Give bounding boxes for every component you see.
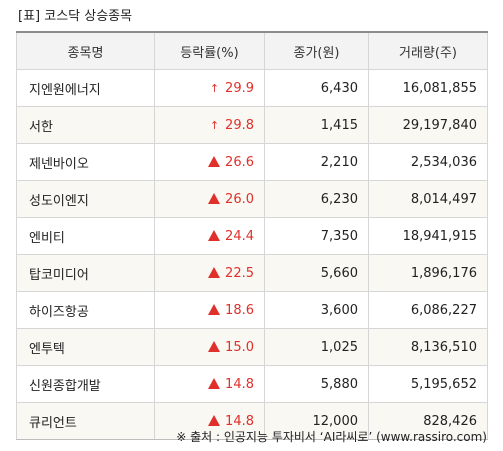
- table-row: 하이즈항공 18.6 3,600 6,086,227: [16, 291, 488, 329]
- stock-name: 엔비티: [16, 217, 155, 255]
- volume: 16,081,855: [368, 69, 488, 107]
- change-rate-cell: 26.6: [154, 143, 265, 181]
- triangle-up-icon: [208, 414, 221, 426]
- triangle-up-icon: [208, 303, 221, 315]
- table-row: 엔비티 24.4 7,350 18,941,915: [16, 217, 488, 255]
- triangle-up-icon: [208, 266, 221, 278]
- close-price: 6,230: [264, 180, 369, 218]
- change-rate-cell: 15.0: [154, 328, 265, 366]
- close-price: 12,000: [264, 402, 369, 440]
- close-price: 5,660: [264, 254, 369, 292]
- triangle-up-icon: [208, 377, 221, 389]
- stock-name: 탑코미디어: [16, 254, 155, 292]
- table-row: 지엔원에너지 ↑ 29.9 6,430 16,081,855: [16, 69, 488, 107]
- table-row: 큐리언트 14.8 12,000 828,426: [16, 402, 488, 440]
- change-rate-value: 26.0: [225, 191, 254, 207]
- arrow-up-icon: ↑: [209, 118, 220, 132]
- table-body: 지엔원에너지 ↑ 29.9 6,430 16,081,855 서한 ↑ 29.8 1,415 29…: [16, 69, 488, 440]
- change-rate-value: 26.6: [225, 154, 254, 170]
- header-change-rate: 등락률(%): [154, 31, 265, 70]
- change-rate-value: 29.9: [225, 80, 254, 96]
- change-rate-cell: 24.4: [154, 217, 265, 255]
- header-volume: 거래량(주): [368, 31, 488, 70]
- triangle-up-icon: [208, 192, 221, 204]
- close-price: 2,210: [264, 143, 369, 181]
- triangle-up-icon: [208, 229, 221, 241]
- change-rate-value: 18.6: [225, 302, 254, 318]
- volume: 2,534,036: [368, 143, 488, 181]
- arrow-up-icon: ↑: [209, 81, 220, 95]
- stock-name: 신원종합개발: [16, 365, 155, 403]
- stock-name: 큐리언트: [16, 402, 155, 440]
- stock-name: 서한: [16, 106, 155, 144]
- volume: 5,195,652: [368, 365, 488, 403]
- stock-name: 제넨바이오: [16, 143, 155, 181]
- close-price: 7,350: [264, 217, 369, 255]
- table-row: 엔투텍 15.0 1,025 8,136,510: [16, 328, 488, 366]
- table-row: 신원종합개발 14.8 5,880 5,195,652: [16, 365, 488, 403]
- close-price: 1,415: [264, 106, 369, 144]
- change-rate-value: 14.8: [225, 413, 254, 429]
- table-row: 성도이엔지 26.0 6,230 8,014,497: [16, 180, 488, 218]
- volume: 8,014,497: [368, 180, 488, 218]
- close-price: 1,025: [264, 328, 369, 366]
- volume: 18,941,915: [368, 217, 488, 255]
- change-rate-cell: 22.5: [154, 254, 265, 292]
- stock-name: 성도이엔지: [16, 180, 155, 218]
- page-title: [표] 코스닥 상승종목: [18, 9, 133, 24]
- change-rate-value: 22.5: [225, 265, 254, 281]
- change-rate-value: 29.8: [225, 117, 254, 133]
- volume: 6,086,227: [368, 291, 488, 329]
- change-rate-cell: ↑ 29.8: [154, 106, 265, 144]
- close-price: 3,600: [264, 291, 369, 329]
- stock-name: 하이즈항공: [16, 291, 155, 329]
- volume: 8,136,510: [368, 328, 488, 366]
- triangle-up-icon: [208, 340, 221, 352]
- close-price: 6,430: [264, 69, 369, 107]
- change-rate-cell: 26.0: [154, 180, 265, 218]
- header-stock-name: 종목명: [16, 31, 155, 70]
- change-rate-cell: 18.6: [154, 291, 265, 329]
- header-close-price: 종가(원): [264, 31, 369, 70]
- change-rate-value: 14.8: [225, 376, 254, 392]
- close-price: 5,880: [264, 365, 369, 403]
- source-note: ※ 출처 : 인공지능 투자비서 ‘AI라씨로’ (www.rassiro.co…: [176, 430, 487, 444]
- stock-name: 엔투텍: [16, 328, 155, 366]
- volume: 29,197,840: [368, 106, 488, 144]
- change-rate-cell: 14.8: [154, 365, 265, 403]
- stock-table: 종목명 등락률(%) 종가(원) 거래량(주) 지엔원에너지 ↑ 29.9 6,430…: [16, 31, 488, 440]
- volume: 1,896,176: [368, 254, 488, 292]
- table-header-row: 종목명 등락률(%) 종가(원) 거래량(주): [16, 31, 488, 70]
- change-rate-cell: ↑ 29.9: [154, 69, 265, 107]
- change-rate-value: 24.4: [225, 228, 254, 244]
- volume: 828,426: [368, 402, 488, 440]
- table-row: 서한 ↑ 29.8 1,415 29,197,840: [16, 106, 488, 144]
- table-row: 탑코미디어 22.5 5,660 1,896,176: [16, 254, 488, 292]
- stock-name: 지엔원에너지: [16, 69, 155, 107]
- change-rate-value: 15.0: [225, 339, 254, 355]
- triangle-up-icon: [208, 155, 221, 167]
- table-row: 제넨바이오 26.6 2,210 2,534,036: [16, 143, 488, 181]
